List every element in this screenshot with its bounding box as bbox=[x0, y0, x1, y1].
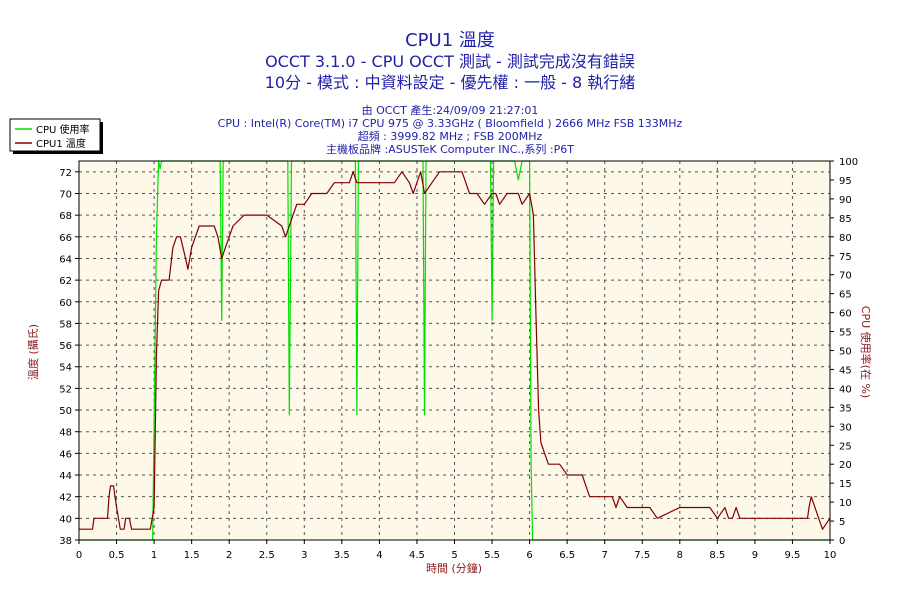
x-tick-label: 4 bbox=[376, 550, 382, 561]
x-ticks: 0 0.5 1 1.5 2 2.5 3 3.5 4 4.5 5 5.5 6 6.5 7 7.5 8 8.5 9 9.5… bbox=[76, 540, 837, 561]
info-cpu: CPU : Intel(R) Core(TM) i7 CPU 975 @ 3.3… bbox=[218, 117, 683, 130]
y-right-tick-label: 65 bbox=[839, 290, 852, 301]
y-left-tick-label: 46 bbox=[59, 449, 72, 460]
info-overclock: 超頻 : 3999.82 MHz ; FSB 200MHz bbox=[358, 129, 543, 143]
x-tick-label: 9.5 bbox=[784, 550, 800, 561]
series-line-cpu-temp bbox=[79, 171, 831, 530]
y-right-tick-label: 95 bbox=[839, 176, 852, 187]
x-tick-label: 4.5 bbox=[409, 550, 425, 561]
info-motherboard: 主機板品牌 :ASUSTeK Computer INC.,系列 :P6T bbox=[326, 142, 574, 156]
x-tick-label: 9 bbox=[752, 550, 758, 561]
x-tick-label: 10 bbox=[824, 550, 837, 561]
y-left-tick-label: 62 bbox=[59, 276, 72, 287]
y-right-tick-label: 15 bbox=[839, 479, 852, 490]
x-tick-label: 0 bbox=[76, 550, 82, 561]
y-left-tick-label: 54 bbox=[59, 363, 72, 374]
x-tick-label: 3.5 bbox=[334, 550, 350, 561]
legend: CPU 使用率 CPU1 溫度 bbox=[9, 118, 103, 154]
y-right-tick-label: 35 bbox=[839, 403, 852, 414]
y-right-tick-label: 75 bbox=[839, 252, 852, 263]
y-left-tick-label: 68 bbox=[59, 211, 72, 222]
y-left-tick-label: 52 bbox=[59, 384, 72, 395]
y-left-tick-label: 70 bbox=[59, 189, 72, 200]
x-tick-label: 8.5 bbox=[709, 550, 725, 561]
y-left-tick-label: 38 bbox=[59, 536, 72, 547]
y-right-axis-label: CPU 使用率(在 %) bbox=[859, 306, 873, 398]
y-right-tick-label: 20 bbox=[839, 460, 852, 471]
legend-box bbox=[9, 118, 101, 152]
x-tick-label: 3 bbox=[301, 550, 307, 561]
x-tick-label: 7.5 bbox=[634, 550, 650, 561]
y-right-tick-label: 0 bbox=[839, 536, 845, 547]
y-right-tick-label: 40 bbox=[839, 384, 852, 395]
x-tick-label: 5.5 bbox=[484, 550, 500, 561]
grid-lines bbox=[79, 161, 830, 540]
x-tick-label: 2.5 bbox=[259, 550, 275, 561]
y-right-tick-label: 10 bbox=[839, 498, 852, 509]
x-tick-label: 0.5 bbox=[109, 550, 125, 561]
y-left-tick-label: 48 bbox=[59, 428, 72, 439]
x-tick-label: 6.5 bbox=[559, 550, 575, 561]
y-left-ticks: 38 40 42 44 46 48 50 52 54 56 58 60 62 64 66 68 70 72 bbox=[59, 168, 79, 547]
y-left-tick-label: 40 bbox=[59, 514, 72, 525]
y-right-tick-label: 50 bbox=[839, 347, 852, 358]
y-right-tick-label: 60 bbox=[839, 309, 852, 320]
plot-frame bbox=[78, 160, 831, 541]
x-tick-label: 6 bbox=[526, 550, 532, 561]
y-right-tick-label: 45 bbox=[839, 365, 852, 376]
y-left-tick-label: 64 bbox=[59, 254, 72, 265]
y-left-tick-label: 60 bbox=[59, 298, 72, 309]
y-left-tick-label: 72 bbox=[59, 168, 72, 179]
y-right-tick-label: 55 bbox=[839, 328, 852, 339]
y-right-tick-label: 80 bbox=[839, 233, 852, 244]
x-tick-label: 1 bbox=[151, 550, 157, 561]
x-tick-label: 1.5 bbox=[184, 550, 200, 561]
y-right-tick-label: 100 bbox=[839, 157, 858, 168]
legend-label-temp: CPU1 溫度 bbox=[36, 137, 86, 150]
y-right-tick-label: 25 bbox=[839, 441, 852, 452]
x-tick-label: 8 bbox=[677, 550, 683, 561]
x-tick-label: 5 bbox=[451, 550, 457, 561]
x-tick-label: 2 bbox=[226, 550, 232, 561]
chart-subtitle-mode: 10分 - 模式 : 中資料設定 - 優先權 : 一般 - 8 執行緒 bbox=[265, 73, 636, 92]
y-right-tick-label: 5 bbox=[839, 517, 845, 528]
y-left-tick-label: 44 bbox=[59, 471, 72, 482]
y-left-tick-label: 56 bbox=[59, 341, 72, 352]
y-right-tick-label: 85 bbox=[839, 214, 852, 225]
y-right-tick-label: 70 bbox=[839, 271, 852, 282]
legend-label-usage: CPU 使用率 bbox=[36, 123, 90, 136]
chart-subtitle-test: OCCT 3.1.0 - CPU OCCT 測試 - 測試完成沒有錯誤 bbox=[265, 52, 635, 71]
y-right-tick-label: 90 bbox=[839, 195, 852, 206]
y-right-tick-label: 30 bbox=[839, 422, 852, 433]
y-left-tick-label: 66 bbox=[59, 233, 72, 244]
chart-title: CPU1 溫度 bbox=[405, 30, 495, 51]
info-generated: 由 OCCT 產生:24/09/09 21:27:01 bbox=[362, 103, 539, 117]
y-left-tick-label: 58 bbox=[59, 319, 72, 330]
y-left-tick-label: 50 bbox=[59, 406, 72, 417]
x-axis-label: 時間 (分鐘) bbox=[426, 561, 482, 575]
y-left-axis-label: 溫度 (攝氏) bbox=[26, 324, 40, 380]
y-left-tick-label: 42 bbox=[59, 493, 72, 504]
x-tick-label: 7 bbox=[602, 550, 608, 561]
y-right-ticks: 0 5 10 15 20 25 30 35 40 45 50 55 60 65 70 75 80 85 90 95 10… bbox=[830, 157, 858, 547]
